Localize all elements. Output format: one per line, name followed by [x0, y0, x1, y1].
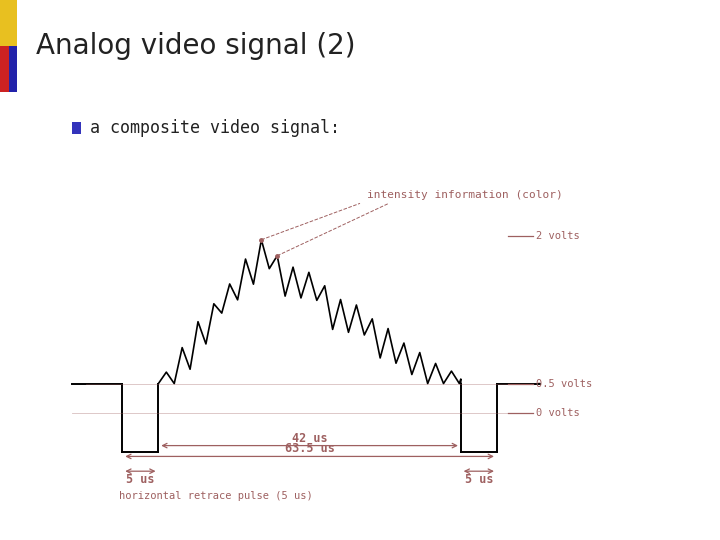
Text: 0 volts: 0 volts: [536, 408, 580, 418]
Text: intensity information (color): intensity information (color): [367, 191, 563, 200]
Text: 42 us: 42 us: [292, 431, 328, 444]
Text: 0.5 volts: 0.5 volts: [536, 379, 593, 389]
Text: a composite video signal:: a composite video signal:: [90, 119, 340, 137]
Text: 63.5 us: 63.5 us: [284, 442, 335, 455]
Text: 5 us: 5 us: [464, 473, 493, 486]
Text: horizontal retrace pulse (5 us): horizontal retrace pulse (5 us): [119, 491, 312, 501]
Text: 5 us: 5 us: [126, 473, 155, 486]
Text: 2 volts: 2 volts: [536, 231, 580, 241]
Text: Analog video signal (2): Analog video signal (2): [36, 32, 356, 60]
